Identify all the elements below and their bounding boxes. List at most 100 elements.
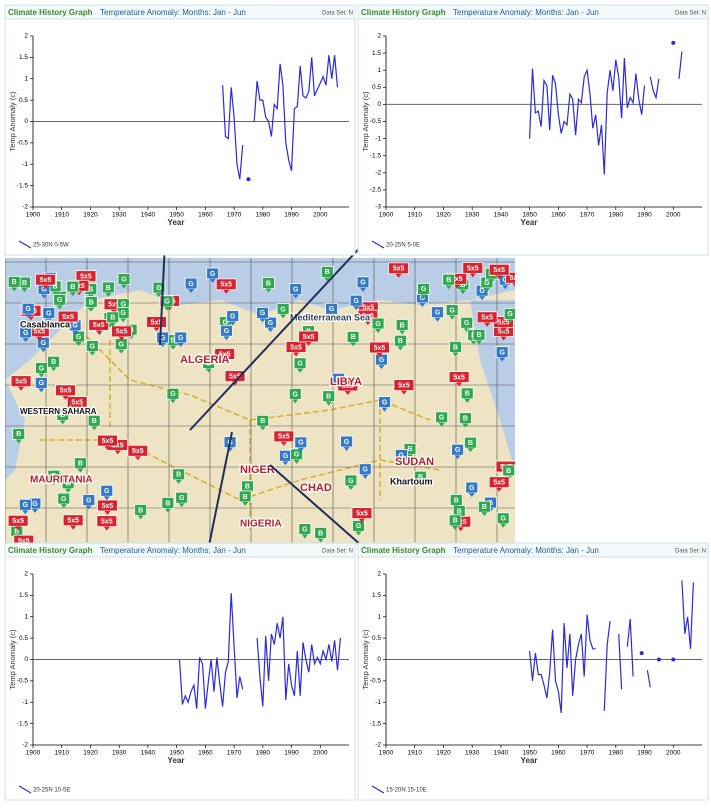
marker-label: 5x5 (116, 329, 128, 336)
marker-tip (344, 391, 351, 396)
legend-label: 25-30N 0-5W (33, 243, 69, 249)
map-marker: 5x5 (10, 375, 32, 391)
marker-tip (399, 330, 406, 335)
marker-tip (65, 488, 72, 493)
marker-label: G (294, 452, 300, 459)
y-tick-label: 0 (24, 118, 28, 125)
x-tick-label: 1970 (227, 750, 242, 757)
map-label: NIGER (240, 464, 275, 476)
map-marker: 5x5 (351, 507, 373, 523)
marker-label: G (488, 500, 494, 507)
x-tick-label: 1980 (609, 750, 624, 757)
map-marker: B (320, 265, 334, 282)
map-label: LIBYA (330, 376, 362, 388)
map-marker: 5x5 (35, 273, 56, 290)
map-marker: G (57, 492, 71, 509)
marker-tip (52, 291, 59, 296)
dataset-label: Data Set: N (675, 549, 706, 555)
map-marker: B (403, 443, 417, 459)
map-marker: B (460, 387, 474, 403)
map-marker: G (35, 362, 48, 378)
marker-label: 5x5 (151, 319, 163, 326)
marker-label: G (120, 310, 126, 317)
marker-label: G (375, 321, 381, 328)
map-marker: G (85, 340, 99, 356)
x-axis-label: Year (168, 756, 185, 765)
map-marker: 5x5 (488, 476, 510, 492)
marker-tip (223, 289, 230, 294)
marker-label: B (453, 518, 458, 525)
y-tick-label: -0.5 (17, 140, 29, 147)
marker-label: G (32, 501, 38, 508)
marker-label: G (293, 391, 299, 398)
marker-tip (104, 446, 111, 451)
x-tick-label: 1970 (227, 212, 242, 219)
marker-label: G (499, 349, 505, 356)
map-marker: G (152, 281, 166, 298)
marker-tip (376, 352, 383, 357)
map-marker: 5x5 (97, 434, 118, 451)
marker-tip (50, 481, 57, 486)
marker-label: B (243, 494, 248, 501)
marker-tip (69, 292, 76, 297)
marker-label: G (260, 310, 266, 317)
marker-tip (74, 407, 81, 412)
marker-label: G (230, 313, 236, 320)
map-marker: G (352, 519, 365, 536)
map-marker: G (445, 304, 459, 320)
map-marker: B (101, 281, 115, 297)
marker-tip (242, 501, 249, 506)
marker-tip (297, 447, 304, 452)
map-marker: G (294, 436, 308, 452)
marker-label: G (283, 453, 289, 460)
map-marker: B (449, 494, 463, 510)
data-line (178, 593, 244, 709)
map-marker: 5x5 (462, 262, 484, 278)
map-marker: B (395, 319, 409, 335)
panel-header-title: Climate History Graph (8, 8, 93, 17)
map-marker: G (174, 331, 188, 347)
marker-label: 5x5 (220, 282, 232, 289)
marker-label: G (160, 335, 166, 342)
map-marker: G (36, 336, 50, 353)
y-tick-label: 2 (377, 33, 381, 40)
marker-tip (512, 283, 515, 287)
marker-label: G (449, 307, 455, 314)
marker-tip (464, 398, 471, 403)
map-marker: B (161, 497, 175, 513)
marker-tip (457, 527, 464, 532)
marker-label: B (400, 322, 405, 329)
marker-tip (267, 328, 274, 333)
marker-tip (350, 342, 357, 347)
marker-label: G (280, 306, 286, 313)
map-marker: B (66, 280, 80, 297)
marker-tip (335, 384, 342, 389)
marker-label: G (23, 502, 29, 509)
marker-label: G (363, 467, 369, 474)
map-marker: G (325, 302, 338, 319)
map-marker: G (358, 463, 372, 479)
marker-label: 5x5 (60, 388, 72, 395)
marker-label: G (469, 485, 475, 492)
marker-label: B (454, 497, 459, 504)
marker-label: B (165, 500, 170, 507)
x-tick-label: 1960 (551, 750, 566, 757)
x-tick-label: 1920 (436, 750, 451, 757)
x-tick-label: 2000 (313, 750, 328, 757)
map-label: SUDAN (395, 456, 434, 468)
marker-tip (65, 322, 72, 327)
marker-label: G (302, 526, 308, 533)
x-tick-label: 1970 (580, 750, 595, 757)
y-tick-label: 1.5 (372, 50, 381, 57)
x-tick-label: 1930 (112, 212, 127, 219)
x-tick-label: 1910 (54, 212, 69, 219)
marker-label: B (51, 473, 56, 480)
marker-label: 5x5 (62, 314, 74, 321)
marker-label: B (12, 279, 17, 286)
x-tick-label: 1970 (580, 212, 595, 219)
x-tick-label: 1900 (379, 212, 394, 219)
marker-tip (70, 525, 77, 530)
marker-label: 5x5 (493, 480, 505, 487)
marker-tip (317, 538, 324, 543)
marker-tip (358, 518, 365, 523)
